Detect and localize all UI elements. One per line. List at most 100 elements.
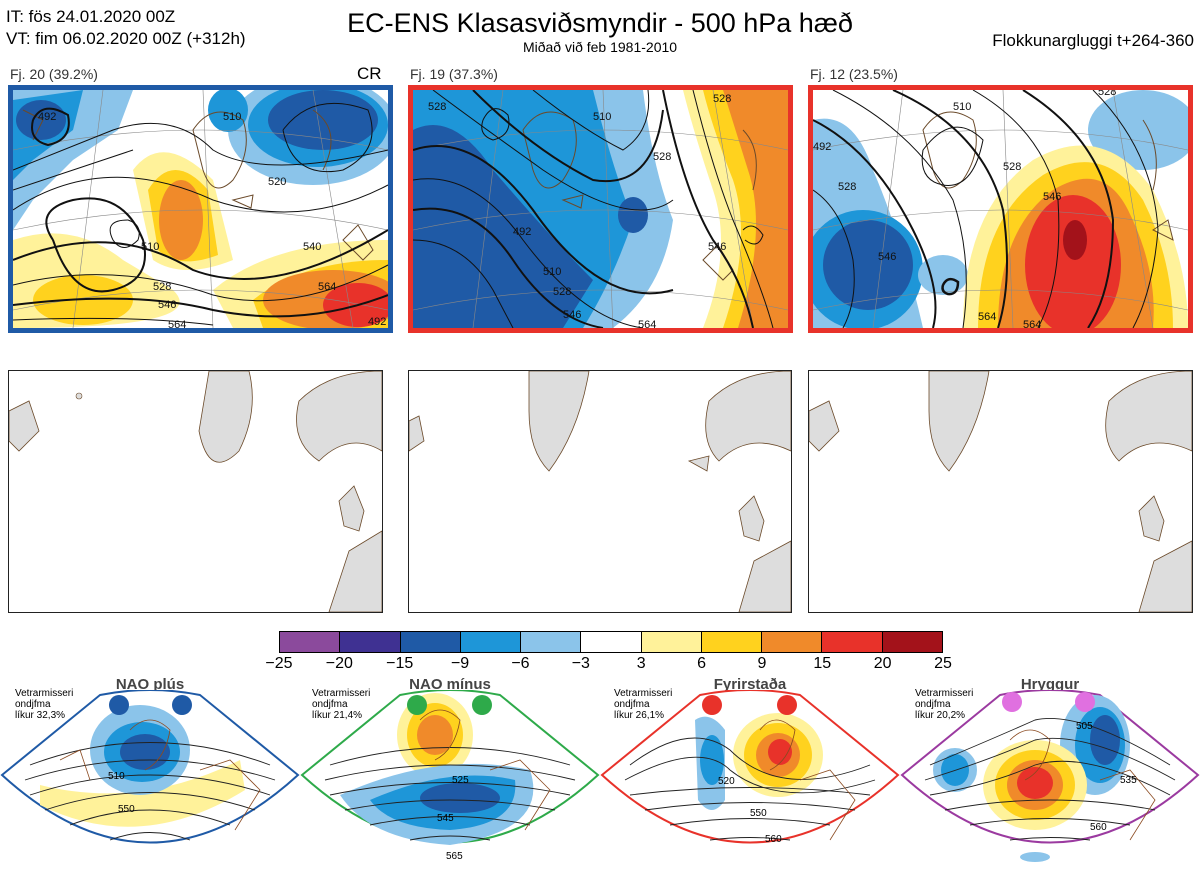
contour-label: 546 [1043,191,1061,203]
contour-label: 564 [978,311,996,323]
legend-tick-label: 25 [934,655,952,672]
regime-2-dot [407,695,427,715]
regime-3-map: 520 550 560 [600,690,900,845]
legend-swatch [521,632,582,652]
contour-label: 546 [563,309,581,321]
contour-label: 528 [653,151,671,163]
svg-text:535: 535 [1120,775,1137,786]
contour-label: 528 [428,101,446,113]
svg-text:510: 510 [108,771,125,782]
init-time: IT: fös 24.01.2020 00Z [6,7,176,26]
anomaly-color-legend [279,631,943,653]
cluster-1-map: 510 520 540 510 528 546 564 564 492 492 [8,85,393,333]
contour-label: 510 [141,241,159,253]
legend-tick-label: 9 [757,655,767,672]
cluster-2-label: Fj. 19 (37.3%) [410,66,498,82]
contour-label: 564 [318,281,336,293]
regime-4-probability: Vetrarmisseri ondjfma líkur 20,2% [915,688,974,721]
regime-1-name: NAO plús [115,676,185,693]
contour-label: 564 [638,319,656,328]
contour-label: 546 [708,241,726,253]
regime-3-dot [702,695,722,715]
empty-map-1 [8,370,383,613]
legend-swatch [400,632,461,652]
cluster-3-map: 528 510 528 546 528 546 564 492 564 [808,85,1193,333]
contour-label: 528 [1003,161,1021,173]
contour-label: 564 [1023,319,1041,328]
legend-tick-label: −25 [265,655,293,672]
contour-label: 520 [268,176,286,188]
regime-4-name: Hryggur [1020,676,1080,693]
svg-text:545: 545 [437,813,454,824]
contour-label: 510 [953,101,971,113]
page-title: EC-ENS Klasasviðsmyndir - 500 hPa hæð [347,8,853,38]
legend-swatch [882,632,942,652]
legend-tick-label: 15 [813,655,832,672]
legend-swatch [641,632,702,652]
regime-4-dot [1002,692,1022,712]
svg-text:525: 525 [452,775,469,786]
legend-swatch [460,632,522,652]
regime-2-map: 525 545 565 [300,690,600,862]
legend-swatch [581,632,642,652]
legend-swatch [701,632,763,652]
valid-time: VT: fim 06.02.2020 00Z (+312h) [6,29,246,48]
contour-label: 546 [158,299,176,311]
contour-label: 510 [543,266,561,278]
legend-tick-label: 6 [697,655,706,672]
regime-4-dot [1075,692,1095,712]
legend-swatch [822,632,883,652]
cluster-3-label: Fj. 12 (23.5%) [810,66,898,82]
regime-2-probability: Vetrarmisseri ondjfma líkur 21,4% [312,688,371,721]
empty-map-2 [408,370,792,613]
contour-label: 546 [878,251,896,263]
contour-label: 528 [153,281,171,293]
legend-swatch [280,632,341,652]
regime-1-map: 510 550 [0,690,300,844]
legend-tick-label: −20 [325,655,353,672]
cluster-1-tag: CR [357,64,382,83]
regime-1-dot [172,695,192,715]
contour-label: 510 [593,111,611,123]
cluster-1-label: Fj. 20 (39.2%) [10,66,98,82]
classification-window: Flokkunargluggi t+264-360 [992,31,1194,50]
contour-label: 540 [303,241,321,253]
page-subtitle: Miðað við feb 1981-2010 [522,39,678,55]
svg-text:560: 560 [765,834,782,845]
regime-3-dot [777,695,797,715]
contour-label: 528 [838,181,856,193]
legend-swatch [762,632,823,652]
legend-tick-label: 20 [873,655,892,672]
contour-label: 528 [713,93,731,105]
contour-label: 492 [813,141,831,153]
contour-label: 510 [223,111,241,123]
regime-3-name: Fyrirstaða [713,676,787,693]
regime-2-dot [472,695,492,715]
svg-text:505: 505 [1076,721,1093,732]
contour-label: 492 [38,111,56,123]
legend-swatch [340,632,401,652]
svg-text:550: 550 [750,808,767,819]
legend-tick-label: −15 [386,655,414,672]
svg-text:550: 550 [118,804,135,815]
run-info: IT: fös 24.01.2020 00Z VT: fim 06.02.202… [6,6,246,50]
regime-1-dot [109,695,129,715]
contour-label: 492 [368,316,386,328]
contour-label: 528 [1098,90,1116,98]
cluster-2-map: 528 510 528 492 510 528 546 564 546 528 [408,85,793,333]
contour-label: 564 [168,319,186,328]
contour-label: 492 [513,226,531,238]
contour-label: 528 [553,286,571,298]
legend-tick-label: −3 [571,655,590,672]
svg-text:560: 560 [1090,822,1107,833]
svg-text:565: 565 [446,851,463,862]
legend-tick-label: −6 [511,655,530,672]
svg-text:520: 520 [718,776,735,787]
empty-map-3 [808,370,1193,613]
regime-1-probability: Vetrarmisseri ondjfma líkur 32,3% [15,688,74,721]
legend-tick-label: −9 [450,655,470,672]
regime-4-map: 505 535 560 [900,690,1200,862]
legend-tick-label: 3 [636,655,646,672]
regime-3-probability: Vetrarmisseri ondjfma líkur 26,1% [614,688,673,721]
regime-2-name: NAO mínus [409,676,491,693]
